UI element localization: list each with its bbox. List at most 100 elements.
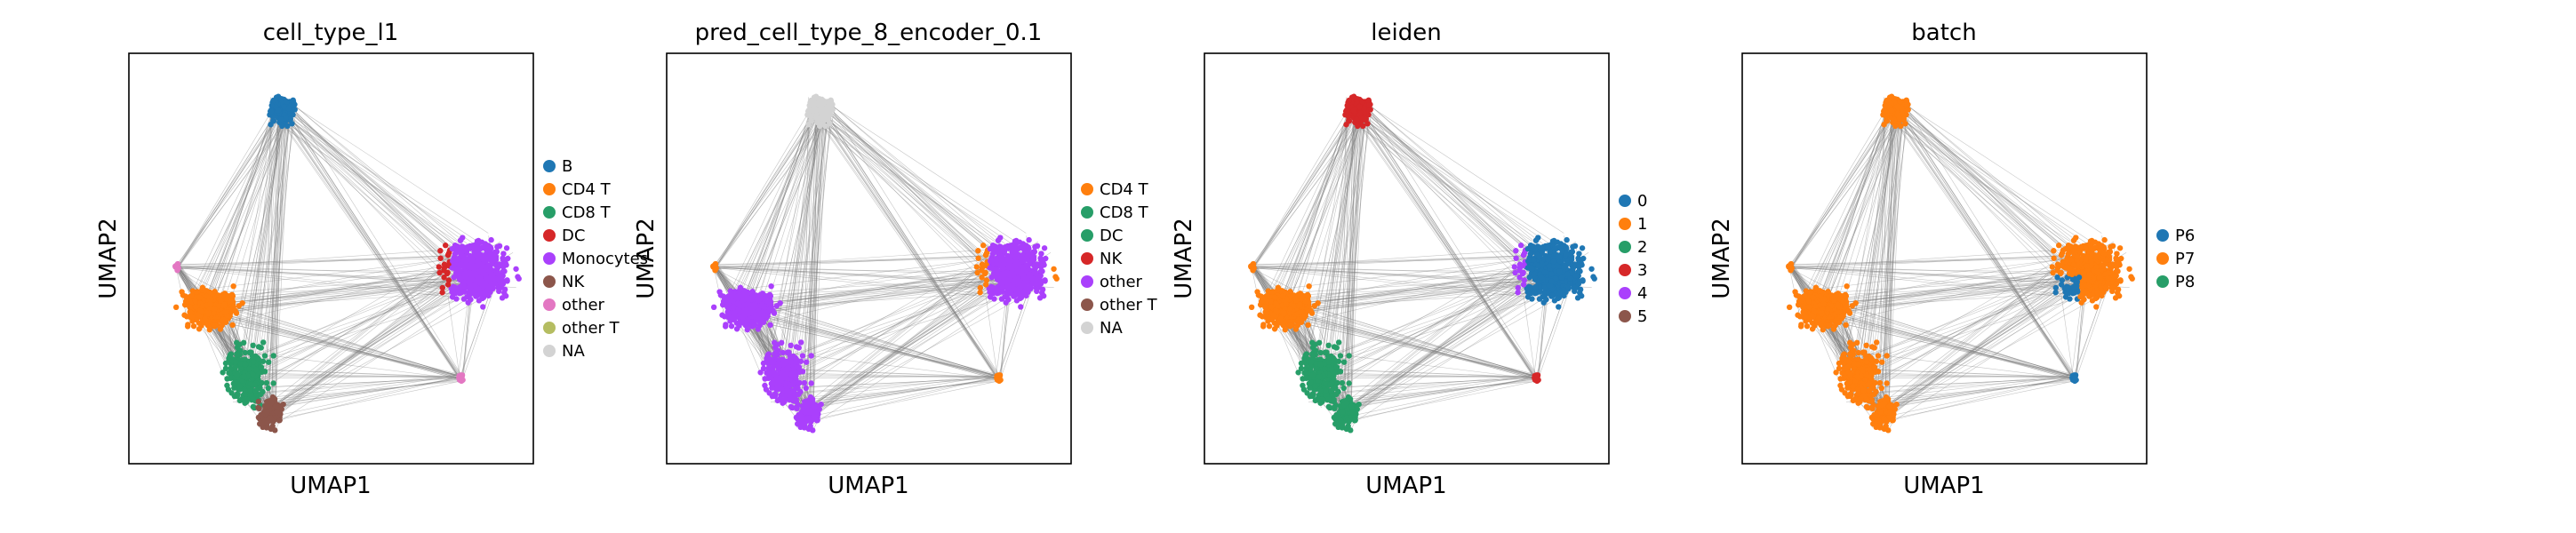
cell-point xyxy=(781,396,788,402)
cell-point xyxy=(488,236,494,243)
edge-line xyxy=(237,270,460,394)
edge-line xyxy=(219,100,282,304)
cell-point xyxy=(172,304,180,311)
cell-point xyxy=(197,307,204,314)
cell-point xyxy=(784,366,790,372)
cell-point xyxy=(799,353,806,359)
edge-line xyxy=(281,111,466,271)
cell-point xyxy=(268,102,275,108)
edge-line xyxy=(199,316,462,378)
edge-line xyxy=(238,107,276,320)
cell-point xyxy=(710,304,717,311)
edge-line xyxy=(195,272,464,306)
cell-point xyxy=(1575,264,1582,270)
cell-point xyxy=(284,123,291,130)
edge-line xyxy=(244,352,460,379)
cell-point xyxy=(1041,245,1048,251)
cell-point xyxy=(480,304,486,310)
cell-point xyxy=(828,97,834,104)
legend-marker xyxy=(543,252,556,265)
cell-point xyxy=(469,256,476,263)
edge-line xyxy=(821,104,989,251)
edge-line xyxy=(209,282,485,314)
edge-line xyxy=(199,309,460,378)
edge-line xyxy=(213,266,468,308)
edge-line xyxy=(281,106,461,380)
edge-line xyxy=(248,274,465,377)
edge-line xyxy=(177,112,282,268)
cell-point xyxy=(731,289,738,295)
legend-label: NK xyxy=(1100,250,1123,268)
cell-point xyxy=(492,249,499,256)
edge-line xyxy=(175,249,451,269)
cell-point xyxy=(821,99,828,105)
cell-point xyxy=(1356,103,1363,110)
cell-point xyxy=(1520,282,1527,288)
edge-line xyxy=(214,314,461,380)
cell-point xyxy=(500,251,507,257)
legend-label: other T xyxy=(1100,296,1158,314)
cell-point xyxy=(196,294,203,301)
edge-line xyxy=(463,298,471,378)
cell-point xyxy=(439,290,445,296)
edge-line xyxy=(232,274,492,370)
cell-point xyxy=(996,374,1003,380)
edge-line xyxy=(260,378,460,407)
cell-point xyxy=(728,322,735,330)
edge-line xyxy=(276,98,464,277)
cell-point xyxy=(780,356,786,362)
cell-point xyxy=(473,292,480,298)
cell-point xyxy=(212,322,219,329)
umap-plot xyxy=(710,93,1060,434)
cell-point xyxy=(232,307,238,314)
edge-line xyxy=(207,278,476,306)
cell-point xyxy=(786,349,792,355)
edge-line xyxy=(263,262,452,408)
edge-line xyxy=(177,106,286,268)
cell-point xyxy=(719,312,725,318)
cell-point xyxy=(1360,123,1366,130)
edge-line xyxy=(276,102,474,261)
cell-point xyxy=(806,102,812,108)
edge-line xyxy=(785,266,1017,359)
edge-line xyxy=(269,119,286,411)
cell-point xyxy=(466,269,473,275)
cell-point xyxy=(502,292,509,299)
cell-point xyxy=(1011,271,1017,277)
cell-point xyxy=(1013,245,1020,251)
cell-point xyxy=(759,309,766,315)
edge-line xyxy=(179,120,288,266)
legend-label: CD8 T xyxy=(562,203,612,222)
cell-point xyxy=(488,258,494,264)
cell-point xyxy=(807,423,813,429)
cell-point xyxy=(808,97,814,104)
edge-line xyxy=(715,113,829,269)
cell-point xyxy=(232,363,239,370)
y-axis-label: UMAP2 xyxy=(95,218,122,298)
edge-line xyxy=(275,97,477,270)
legend-marker xyxy=(543,298,556,311)
cell-point xyxy=(1531,271,1538,278)
edge-line xyxy=(285,102,453,266)
cell-point xyxy=(487,251,494,257)
edge-line xyxy=(271,122,278,421)
edge-line xyxy=(217,109,273,290)
panel-pred-cell-type: pred_cell_type_8_encoder_0.1 UMAP1 UMAP2… xyxy=(633,20,1158,499)
panel-title: pred_cell_type_8_encoder_0.1 xyxy=(695,20,1043,46)
cell-point xyxy=(454,257,461,263)
cell-point xyxy=(1524,294,1532,300)
edge-line xyxy=(210,298,461,378)
edge-line xyxy=(178,265,516,289)
edge-line xyxy=(273,110,468,277)
cell-point xyxy=(770,307,776,314)
edge-line xyxy=(207,114,291,316)
legend-label: CD8 T xyxy=(1100,203,1149,222)
edge-line xyxy=(247,263,497,375)
edge-line xyxy=(274,296,458,417)
cell-point xyxy=(1005,296,1012,303)
cell-point xyxy=(770,363,777,370)
edge-line xyxy=(281,112,461,377)
edge-line xyxy=(270,281,468,415)
cell-point xyxy=(793,344,800,350)
edge-line xyxy=(220,311,460,380)
